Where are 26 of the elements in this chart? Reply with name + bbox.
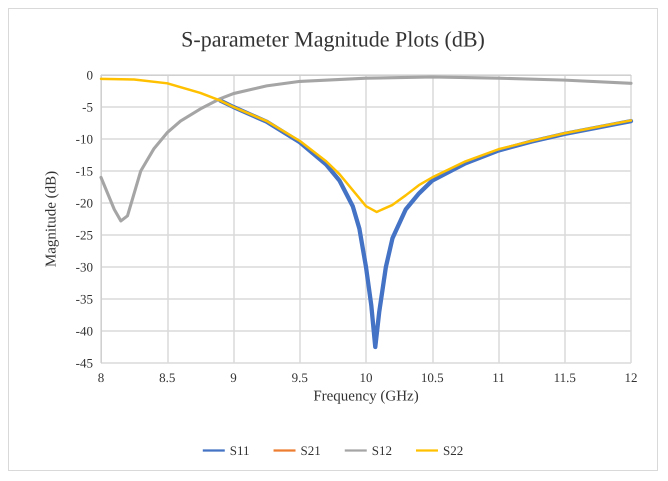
chart-title: S-parameter Magnitude Plots (dB) (181, 26, 485, 52)
x-tick-label: 9.5 (292, 370, 308, 385)
y-tick-label: -45 (76, 356, 93, 370)
y-tick-label: -20 (76, 196, 93, 210)
x-axis-title: Frequency (GHz) (313, 388, 419, 404)
y-tick-label: -40 (76, 324, 93, 338)
x-tick-label: 11 (492, 370, 505, 385)
x-tick-label: 8.5 (159, 370, 176, 385)
x-tick-label: 9 (230, 370, 237, 385)
x-tick-label: 11.5 (554, 370, 576, 385)
y-tick-label: -5 (82, 100, 93, 114)
legend-label: S22 (442, 443, 464, 458)
y-tick-label: 0 (86, 68, 93, 82)
y-tick-label: -35 (76, 292, 93, 306)
y-tick-label: -25 (76, 228, 93, 242)
x-tick-label: 10.5 (420, 370, 444, 385)
y-axis-title: Magnitude (dB) (44, 170, 60, 268)
legend-label: S21 (300, 443, 321, 458)
x-tick-label: 10 (360, 370, 372, 385)
legend-label: S12 (372, 443, 392, 458)
legend-label: S11 (230, 443, 250, 458)
y-tick-label: -15 (76, 164, 93, 178)
x-tick-label: 8 (98, 370, 104, 385)
x-tick-label: 12 (624, 370, 638, 385)
y-tick-label: -30 (76, 260, 93, 274)
y-tick-label: -10 (76, 132, 93, 146)
